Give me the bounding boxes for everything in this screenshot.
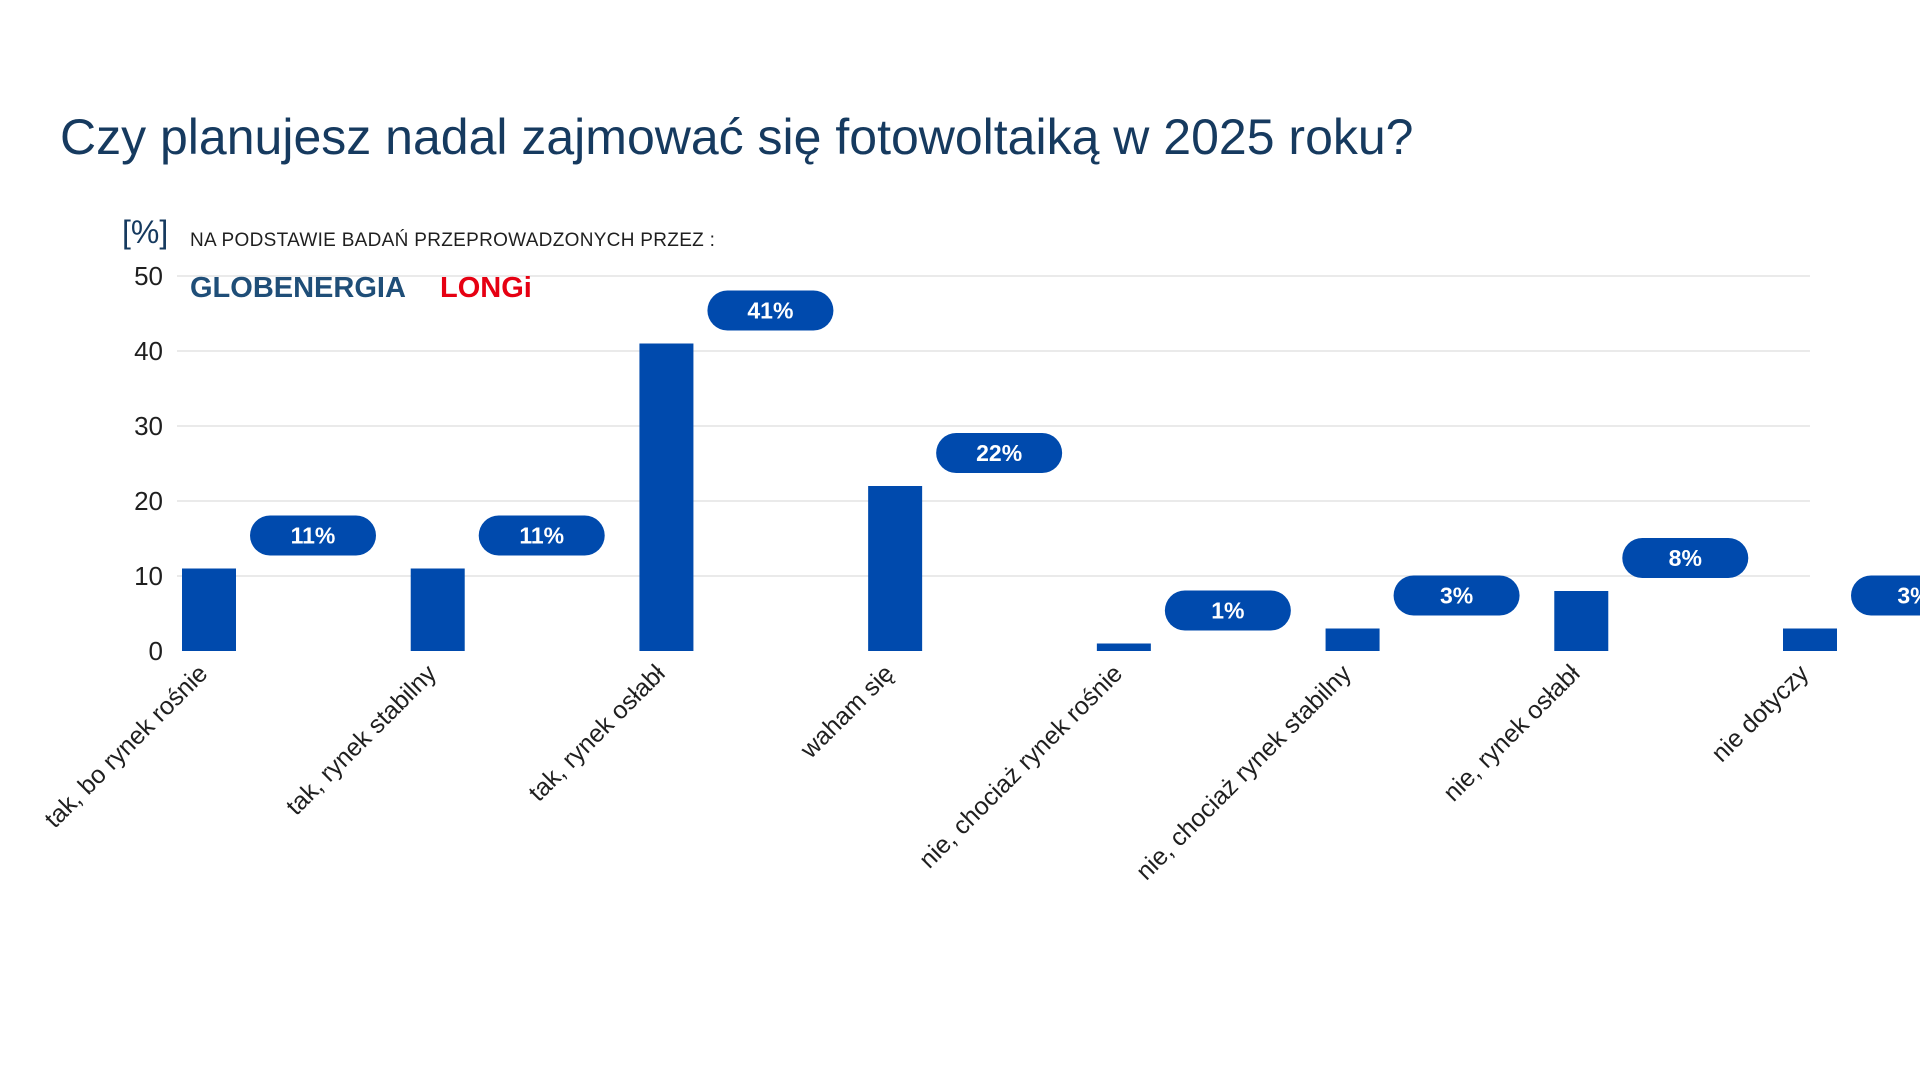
data-label-pill (1851, 575, 1920, 616)
data-label-text: 3% (1897, 583, 1920, 609)
bar (182, 568, 236, 651)
y-tick-label: 30 (134, 411, 163, 441)
data-label: 11% (478, 515, 605, 556)
globenergia-logo: GLOBENERGIA (190, 272, 406, 304)
y-tick-label: 20 (134, 486, 163, 516)
y-axis-ticks: 0 10 20 30 40 50 (134, 261, 163, 666)
bar (1096, 643, 1151, 651)
data-label: 41% (707, 290, 834, 331)
data-label-text: 8% (1669, 545, 1702, 571)
data-label-text: 41% (747, 298, 793, 324)
data-label: 11% (250, 515, 376, 556)
data-label-pill (936, 433, 1063, 473)
longi-logo: LONGi (440, 272, 532, 304)
data-label-pill (478, 515, 605, 556)
y-tick-label: 0 (149, 636, 163, 666)
gridlines (177, 275, 1810, 577)
data-label-pill (1393, 575, 1520, 616)
data-label-pill (1164, 590, 1291, 631)
data-label: 3% (1393, 575, 1520, 616)
bar (868, 486, 923, 651)
data-labels: 11% 11% 41% 22% 1% 3% 8% 3% (250, 290, 1920, 631)
y-tick-label: 40 (134, 336, 163, 366)
data-label-pill (707, 290, 834, 331)
x-axis-ticks: tak, bo rynek rośnie tak, rynek stabilny t… (39, 659, 1814, 885)
data-label-text: 22% (976, 440, 1022, 466)
source-note: NA PODSTAWIE BADAŃ PRZEPROWADZONYCH PRZE… (190, 230, 715, 251)
data-label-text: 3% (1440, 583, 1473, 609)
chart-title: Czy planujesz nadal zajmować się fotowol… (60, 109, 1414, 165)
bar (639, 343, 694, 651)
data-label: 8% (1622, 538, 1749, 578)
data-label: 3% (1851, 575, 1920, 616)
x-tick-label: nie, rynek osłabł (1438, 659, 1586, 807)
y-axis-label: [%] (122, 214, 168, 250)
bar (1325, 628, 1380, 651)
data-label: 22% (936, 433, 1063, 473)
x-tick-label: waham się (794, 659, 899, 764)
x-tick-label: tak, bo rynek rośnie (39, 659, 213, 833)
bar (1783, 628, 1837, 651)
y-tick-label: 10 (134, 561, 163, 591)
x-tick-label: tak, rynek stabilny (281, 659, 443, 821)
data-label-text: 11% (519, 523, 564, 549)
bars (182, 343, 1837, 651)
data-label-pill (250, 515, 376, 556)
x-tick-label: nie, chociaż rynek stabilny (1131, 659, 1357, 885)
x-tick-label: tak, rynek osłabł (523, 659, 671, 807)
bar (1554, 591, 1609, 651)
data-label: 1% (1164, 590, 1291, 631)
bar (410, 568, 465, 651)
x-tick-label: nie, chociaż rynek rośnie (914, 659, 1128, 873)
data-label-text: 1% (1211, 598, 1244, 624)
x-tick-label: nie dotyczy (1706, 659, 1815, 768)
y-tick-label: 50 (134, 261, 163, 291)
data-label-pill (1622, 538, 1749, 578)
data-label-text: 11% (291, 523, 336, 549)
